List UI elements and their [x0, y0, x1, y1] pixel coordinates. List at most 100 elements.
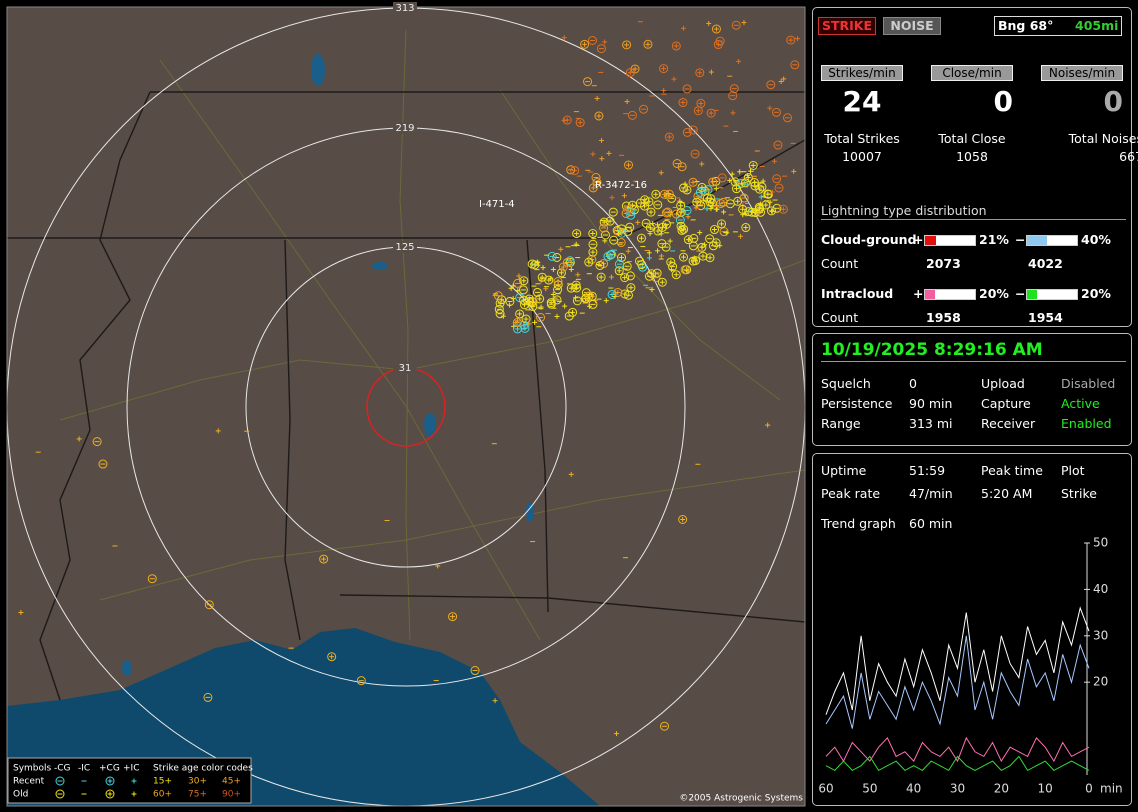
- total-label: Total Noises: [1068, 131, 1138, 146]
- strike-symbol: [565, 256, 575, 266]
- symbol-ring: [622, 40, 632, 50]
- symbol-ring: [572, 296, 582, 306]
- legend-type: +IC: [123, 764, 139, 774]
- pct-bar: [924, 289, 976, 300]
- symbol-ring: [584, 257, 594, 267]
- symbol-ring: [636, 233, 646, 243]
- strike-symbol: [677, 162, 687, 172]
- trend-line: [825, 635, 1090, 729]
- pct-fill: [925, 236, 936, 245]
- symbol-ring: [55, 789, 65, 799]
- symbol-ring: [706, 194, 716, 204]
- rate-button[interactable]: Noises/min: [1041, 65, 1123, 81]
- strike-symbol: [745, 172, 751, 178]
- strike-symbol: [547, 251, 557, 261]
- strike-symbol: [783, 113, 793, 123]
- symbol-ring: [620, 289, 630, 299]
- symbol-ring: [520, 323, 530, 333]
- pct-bar: [1026, 289, 1078, 300]
- strike-symbol: [520, 323, 530, 333]
- symbol-ring: [583, 77, 593, 87]
- trend-line: [825, 736, 1090, 763]
- symbol-ring: [771, 107, 781, 117]
- strike-symbol: [651, 189, 661, 199]
- strike-symbol: [781, 76, 787, 82]
- symbol-ring: [664, 189, 674, 199]
- symbol-ring: [528, 302, 538, 312]
- type-label: Cloud-ground: [821, 232, 917, 247]
- symbol-ring: [147, 574, 157, 584]
- symbol-ring: [599, 217, 609, 227]
- strike-symbol: [596, 261, 602, 267]
- strike-symbol: [767, 206, 777, 216]
- symbol-ring: [644, 197, 654, 207]
- strike-symbol: [620, 289, 630, 299]
- symbol-ring: [532, 287, 542, 297]
- legend-row-label: Old: [13, 790, 28, 800]
- legend-symbol: [55, 789, 65, 799]
- strike-symbol: [568, 471, 574, 477]
- strike-symbol: [584, 291, 594, 301]
- strike-symbol: [435, 563, 441, 569]
- strike-symbol: [682, 127, 692, 137]
- strike-symbol: [564, 311, 574, 321]
- strike-symbol: [548, 276, 554, 282]
- strike-symbol: [748, 168, 754, 174]
- strike-symbol: [664, 189, 674, 199]
- noise-button[interactable]: NOISE: [883, 17, 941, 35]
- x-tick-label: 50: [862, 782, 877, 796]
- strike-symbol: [495, 309, 505, 319]
- symbol-ring: [688, 125, 698, 135]
- strike-symbol: [644, 271, 654, 281]
- symbol-ring: [605, 216, 615, 226]
- strike-symbol: [696, 201, 706, 211]
- strike-symbol: [682, 84, 692, 94]
- strike-symbol: [708, 69, 714, 75]
- strike-symbol: [599, 223, 609, 233]
- strike-symbol: [658, 170, 664, 176]
- strike-button[interactable]: STRIKE: [818, 17, 876, 35]
- strike-symbol: [327, 652, 337, 662]
- strike-symbol: [744, 207, 754, 217]
- sign: −: [1015, 232, 1026, 247]
- pct-bar: [924, 235, 976, 246]
- strike-symbol: [600, 230, 610, 240]
- strike-symbol: [714, 206, 720, 212]
- symbol-ring: [614, 259, 624, 269]
- strike-symbol: [698, 251, 708, 261]
- rate-button[interactable]: Close/min: [931, 65, 1013, 81]
- strike-symbol: [534, 259, 540, 265]
- stat-text: 47/min: [909, 486, 953, 501]
- range-label: 31: [399, 363, 412, 374]
- symbol-ring: [641, 218, 651, 228]
- strike-symbol: [532, 319, 538, 325]
- x-tick-label: 60: [818, 782, 833, 796]
- count-label: Count: [821, 310, 859, 325]
- strike-symbol: [693, 106, 703, 116]
- strike-symbol: [729, 171, 735, 177]
- strike-symbol: [737, 169, 743, 175]
- legend-age: 75+: [188, 790, 207, 800]
- symbol-ring: [552, 295, 562, 305]
- symbol-ring: [595, 260, 605, 270]
- strike-symbol: [550, 292, 556, 298]
- symbol-ring: [690, 149, 700, 159]
- datetime: 10/19/2025 8:29:16 AM: [821, 339, 1126, 362]
- rate-button[interactable]: Strikes/min: [821, 65, 903, 81]
- strike-symbol: [614, 259, 624, 269]
- strike-symbol: [516, 276, 522, 282]
- symbol-ring: [594, 111, 604, 121]
- strike-symbol: [655, 222, 661, 228]
- strike-symbol: [609, 235, 619, 245]
- strike-symbol: [603, 298, 609, 304]
- symbol-ring: [728, 91, 738, 101]
- strike-symbol: [766, 80, 776, 90]
- strike-symbol: [733, 196, 743, 206]
- strike-symbol: [607, 289, 617, 299]
- symbol-ring: [651, 273, 661, 283]
- symbol-ring: [536, 312, 546, 322]
- legend-symbol: [131, 791, 137, 797]
- x-tick-label: 20: [994, 782, 1009, 796]
- symbol-ring: [495, 309, 505, 319]
- status-value: Disabled: [1061, 376, 1116, 391]
